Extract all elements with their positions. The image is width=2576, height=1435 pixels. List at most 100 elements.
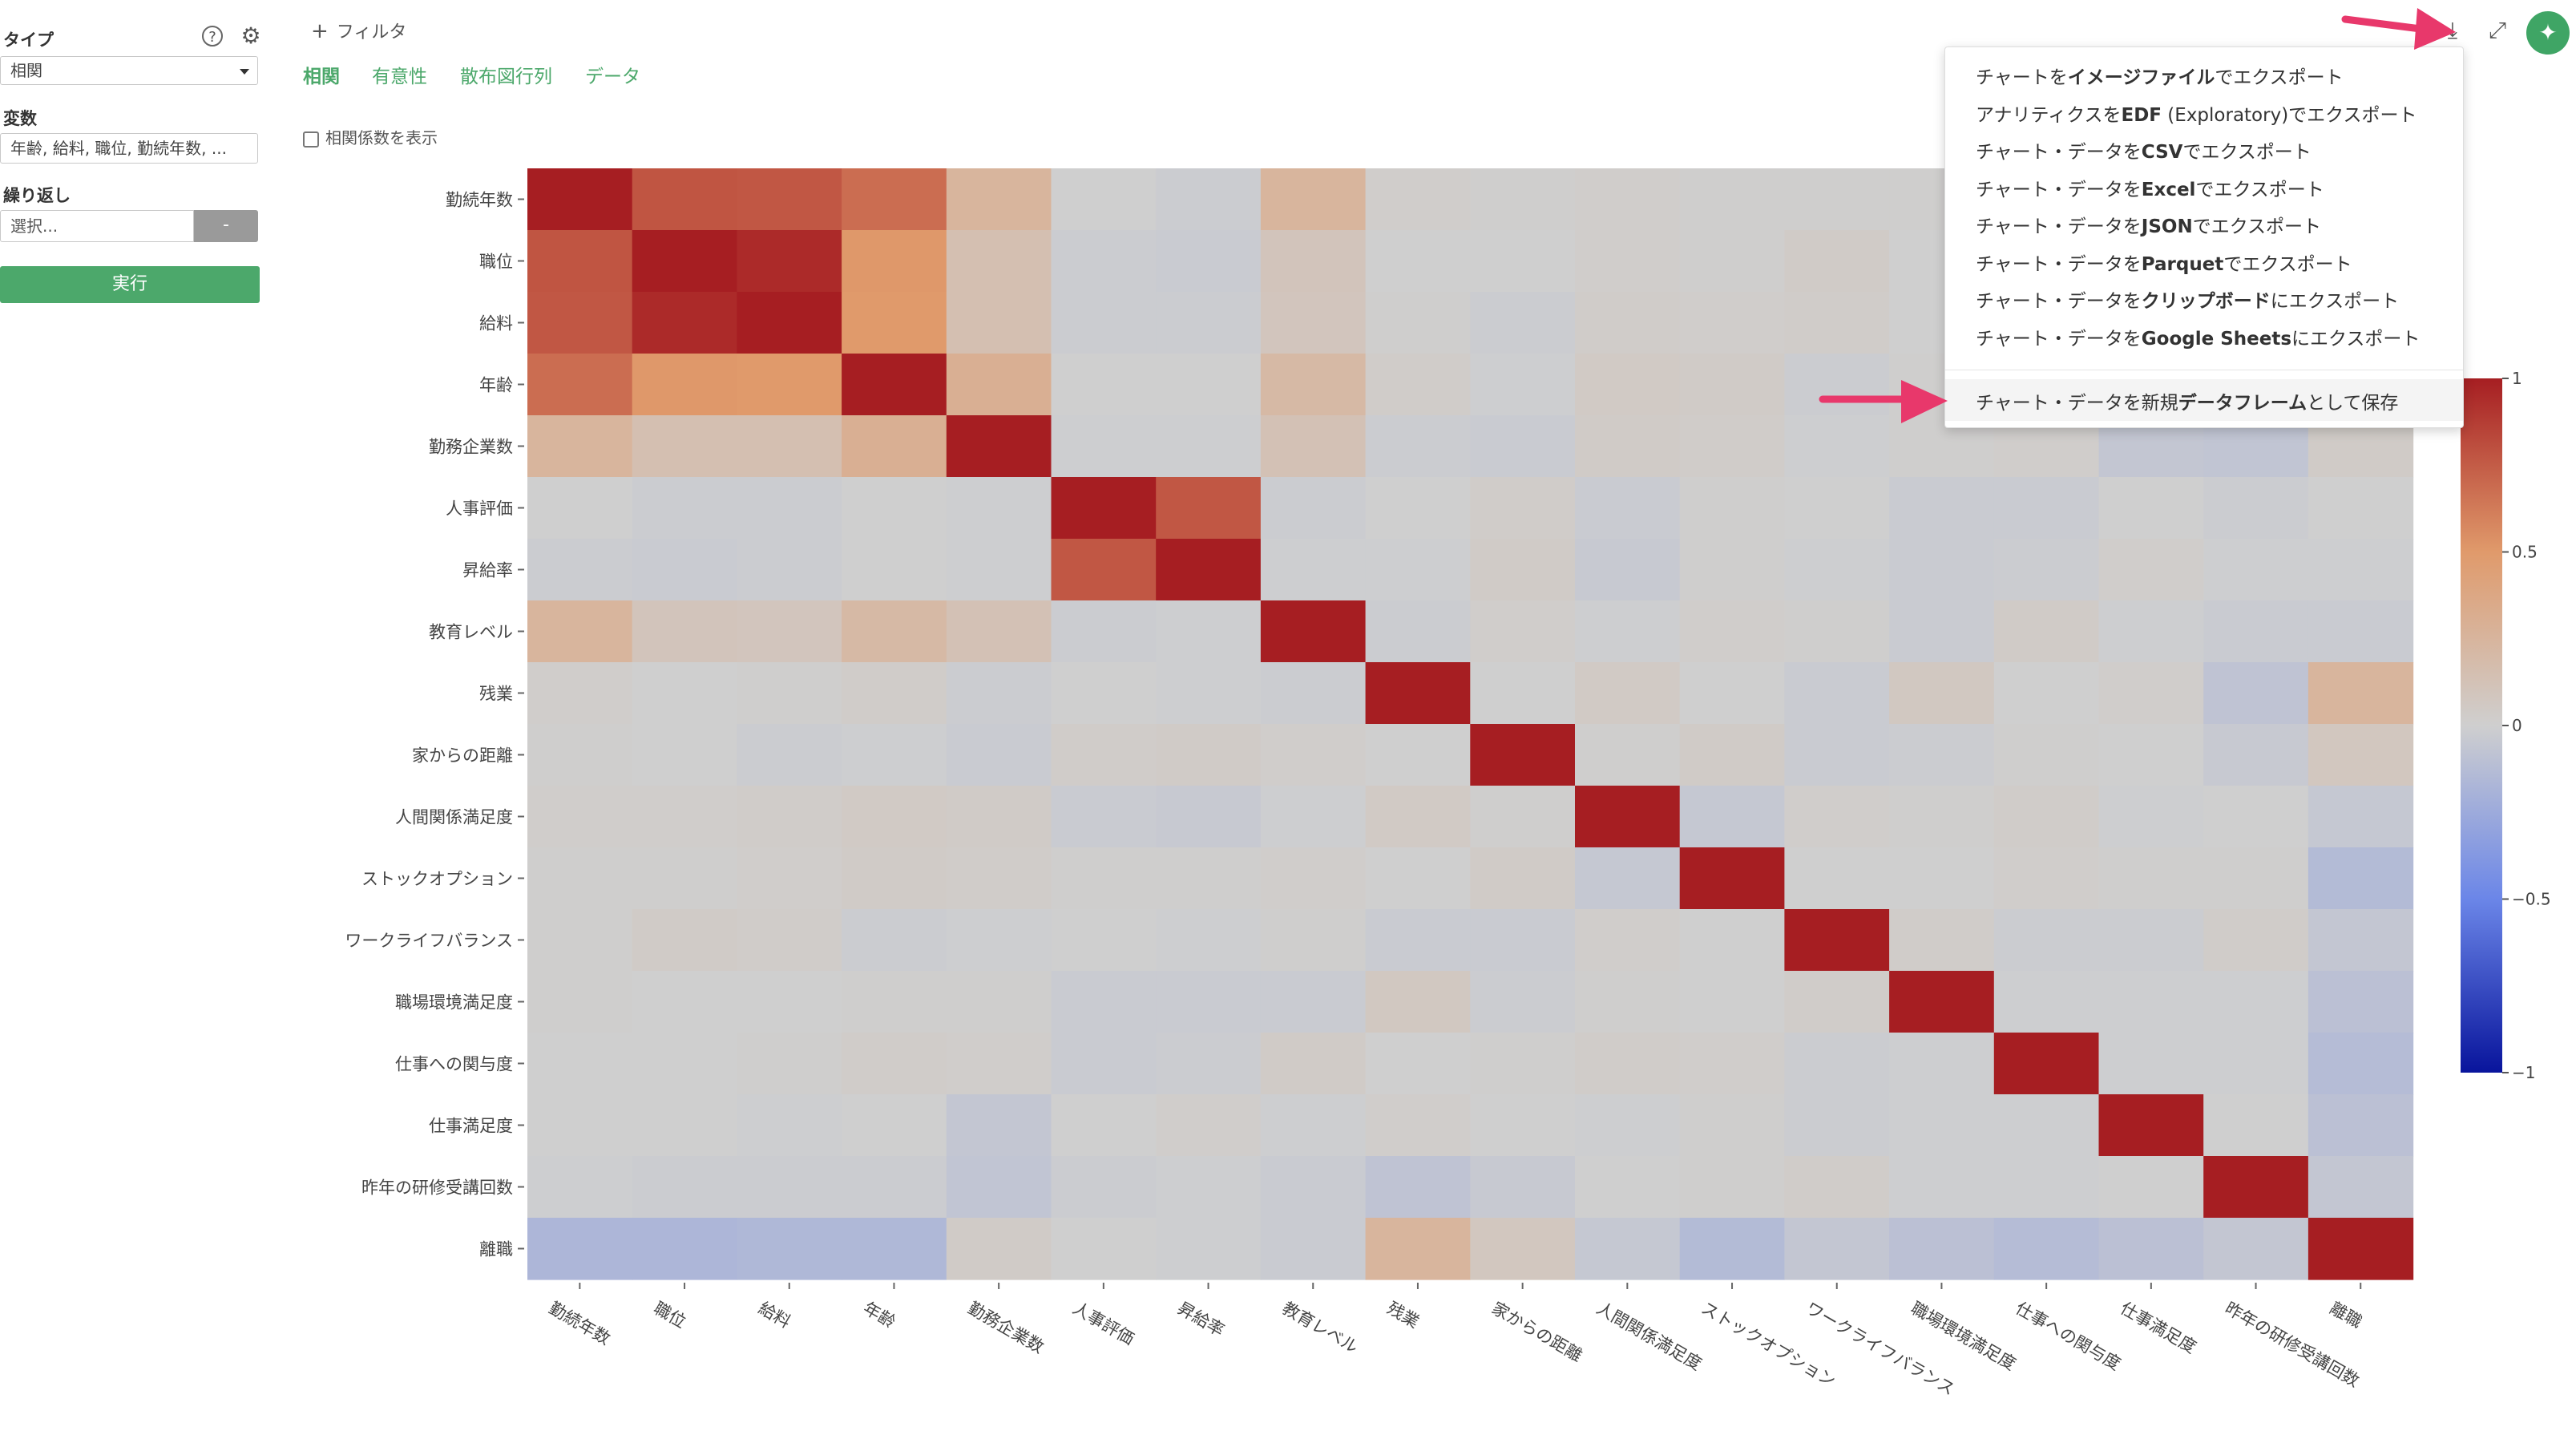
heatmap-cell <box>1156 786 1262 848</box>
heatmap-cell <box>1784 292 1890 354</box>
heatmap-cell <box>842 477 947 540</box>
repeat-remove-button[interactable]: - <box>194 210 258 242</box>
heatmap-cell <box>737 1094 842 1157</box>
heatmap-cell <box>1051 1218 1157 1280</box>
heatmap-cell <box>2098 662 2204 725</box>
heatmap-cell <box>2098 1218 2204 1280</box>
menu-item[interactable]: チャート・データをExcelでエクスポート <box>1976 174 2324 201</box>
heatmap-cell <box>1470 1033 1576 1095</box>
heatmap-cell <box>737 662 842 725</box>
heatmap-cell <box>1156 1033 1262 1095</box>
heatmap-cell <box>2203 1033 2309 1095</box>
heatmap-cell <box>2098 1033 2204 1095</box>
colorbar-tick-label: 1 <box>2512 369 2522 388</box>
expand-icon[interactable]: ⤢ <box>2488 17 2507 43</box>
heatmap-cell <box>632 539 737 601</box>
menu-item[interactable]: チャート・データをJSONでエクスポート <box>1976 211 2321 238</box>
heatmap-cell <box>1575 1094 1681 1157</box>
heatmap-cell <box>1784 230 1890 293</box>
heatmap-cell <box>946 1094 1052 1157</box>
heatmap-cell <box>946 971 1052 1033</box>
heatmap-cell <box>1051 971 1157 1033</box>
heatmap-cell <box>1365 786 1471 848</box>
heatmap-cell <box>946 786 1052 848</box>
menu-item-save-dataframe-label[interactable]: チャート・データを新規データフレームとして保存 <box>1976 387 2398 414</box>
filter-button[interactable]: + フィルタ <box>311 18 406 43</box>
show-coefficient-toggle[interactable]: 相関係数を表示 <box>303 125 438 148</box>
type-select[interactable]: 相関 <box>0 56 258 85</box>
heatmap-cell <box>2203 909 2309 972</box>
heatmap-cell <box>1679 539 1785 601</box>
heatmap-cell <box>1889 909 1995 972</box>
heatmap-cell <box>527 786 633 848</box>
heatmap-cell <box>1470 662 1576 725</box>
heatmap-cell <box>2307 539 2414 601</box>
heatmap-cell <box>842 724 947 786</box>
heatmap-cell <box>842 1156 947 1219</box>
heatmap-cell <box>1156 539 1262 601</box>
y-tick-label: 職場環境満足度 <box>395 993 513 1013</box>
heatmap-cell <box>1889 971 1995 1033</box>
run-button[interactable]: 実行 <box>0 266 260 303</box>
heatmap-cell <box>1889 662 1995 725</box>
heatmap-cell <box>527 1094 633 1157</box>
heatmap-cell <box>2307 477 2414 540</box>
tab-data[interactable]: データ <box>585 67 640 87</box>
menu-text-post: でエクスポート <box>2192 216 2322 237</box>
tab-scatter-matrix[interactable]: 散布図行列 <box>460 67 552 87</box>
heatmap-cell <box>2098 600 2204 663</box>
heatmap-cell <box>1051 600 1157 663</box>
menu-item[interactable]: チャート・データをGoogle Sheetsにエクスポート <box>1976 323 2420 350</box>
heatmap-cell <box>737 230 842 293</box>
y-tick-label: ワークライフバランス <box>345 932 513 951</box>
menu-item[interactable]: チャート・データをクリップボードにエクスポート <box>1976 285 2399 313</box>
heatmap-cell <box>2098 724 2204 786</box>
menu-item[interactable]: アナリティクスをEDF (Exploratory)でエクスポート <box>1976 99 2417 127</box>
heatmap-cell <box>1470 971 1576 1033</box>
menu-item[interactable]: チャートをイメージファイルでエクスポート <box>1976 62 2344 89</box>
heatmap-cell <box>737 1033 842 1095</box>
heatmap-cell <box>842 971 947 1033</box>
repeat-select[interactable]: 選択... <box>0 210 194 242</box>
heatmap-cell <box>632 1033 737 1095</box>
heatmap-cell <box>2098 786 2204 848</box>
heatmap-cell <box>737 539 842 601</box>
heatmap-cell <box>946 168 1052 231</box>
menu-item-save-dataframe[interactable] <box>1945 379 2463 421</box>
x-tick-label: 勤務企業数 <box>965 1299 1048 1357</box>
heatmap-cell <box>2203 971 2309 1033</box>
show-coefficient-checkbox[interactable] <box>303 131 319 148</box>
menu-item[interactable]: チャート・データをCSVでエクスポート <box>1976 136 2312 164</box>
heatmap-cell <box>2307 847 2414 910</box>
heatmap-cell <box>632 415 737 478</box>
colorbar <box>2461 378 2502 1073</box>
heatmap-cell <box>527 168 633 231</box>
heatmap-cell <box>1156 724 1262 786</box>
heatmap-cell <box>1575 354 1681 416</box>
menu-text-pre: チャート・データを <box>1976 253 2142 275</box>
heatmap-cell <box>1051 354 1157 416</box>
heatmap-cell <box>946 230 1052 293</box>
heatmap-cell <box>2307 1156 2414 1219</box>
variables-input[interactable]: 年齢, 給料, 職位, 勤続年数, ... <box>0 133 258 164</box>
heatmap-cell <box>527 662 633 725</box>
heatmap-cell <box>1784 1094 1890 1157</box>
tab-correlation[interactable]: 相関 <box>303 67 340 87</box>
heatmap-cell <box>1051 539 1157 601</box>
menu-text-bold: CSV <box>2141 142 2183 163</box>
gear-icon[interactable]: ⚙ <box>240 22 261 49</box>
heatmap-cell <box>1365 662 1471 725</box>
heatmap-cell <box>2203 477 2309 540</box>
heatmap-cell <box>1365 724 1471 786</box>
question-circle-icon[interactable]: ? <box>202 26 223 46</box>
heatmap-cell <box>1784 1156 1890 1219</box>
heatmap-cell <box>1156 1156 1262 1219</box>
heatmap-cell <box>527 724 633 786</box>
heatmap-cell <box>527 971 633 1033</box>
heatmap-cell <box>1679 600 1785 663</box>
menu-item[interactable]: チャート・データをParquetでエクスポート <box>1976 249 2352 276</box>
heatmap-cell <box>2203 724 2309 786</box>
tab-significance[interactable]: 有意性 <box>372 67 427 87</box>
pin-icon[interactable]: ✦ <box>2526 11 2570 55</box>
heatmap-cell <box>1365 539 1471 601</box>
